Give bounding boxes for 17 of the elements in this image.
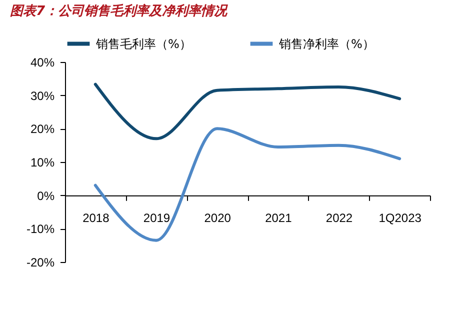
y-tick-label: 40% — [30, 56, 55, 70]
x-tick-label: 2022 — [326, 210, 353, 225]
legend-label: 销售净利率（%） — [278, 36, 374, 51]
x-tick-label: 2019 — [143, 210, 170, 225]
x-tick-label: 2020 — [204, 210, 232, 225]
y-tick-label: 0% — [37, 188, 55, 203]
x-tick-label: 2018 — [82, 210, 110, 225]
y-tick-label: -10% — [26, 222, 55, 236]
x-tick-label: 2021 — [265, 210, 292, 225]
x-tick-label: 1Q2023 — [378, 210, 422, 225]
y-tick-label: 20% — [30, 122, 55, 136]
y-tick-label: -20% — [26, 256, 55, 270]
y-tick-label: 10% — [30, 156, 55, 170]
legend-label: 销售毛利率（%） — [95, 36, 192, 51]
line-series — [94, 82, 402, 140]
chart-title: 图表7：公司销售毛利率及净利率情况 — [10, 3, 228, 19]
y-tick-label: 30% — [30, 88, 55, 103]
